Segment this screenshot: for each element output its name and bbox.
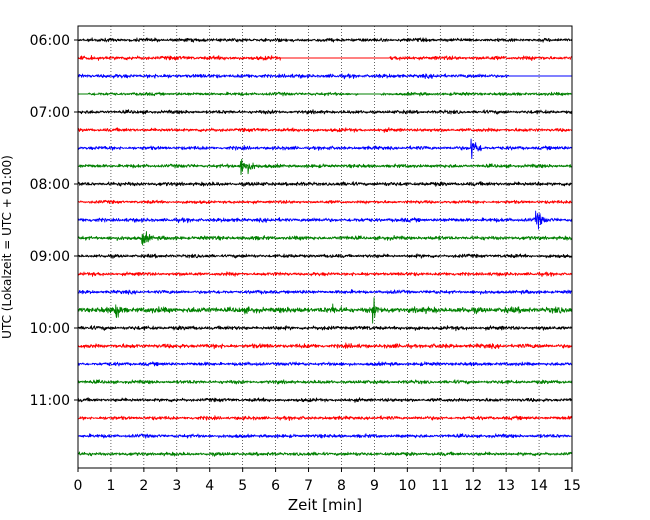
x-tick-label-9: 9 [370, 478, 379, 494]
trace-10:30 [77, 361, 573, 367]
trace-06:45 [77, 91, 573, 97]
x-tick-label-4: 4 [205, 478, 214, 494]
y-axis-label: UTC (Lokalzeit = UTC + 01:00) [0, 155, 14, 339]
x-tick-label-3: 3 [172, 478, 181, 494]
trace-09:00 [77, 253, 573, 259]
trace-06:15 [77, 55, 573, 62]
x-tick-label-15: 15 [563, 478, 581, 494]
trace-07:15 [77, 127, 573, 133]
x-tick-label-10: 10 [398, 478, 416, 494]
trace-07:30 [77, 138, 573, 160]
trace-06:00 [77, 37, 573, 43]
x-axis-label: Zeit [min] [288, 496, 362, 514]
x-tick-label-5: 5 [238, 478, 247, 494]
x-tick-label-1: 1 [106, 478, 115, 494]
trace-11:30 [77, 433, 573, 439]
x-tick-label-13: 13 [497, 478, 515, 494]
x-tick-label-0: 0 [74, 478, 83, 494]
trace-11:45 [77, 451, 573, 457]
x-tick-label-7: 7 [304, 478, 313, 494]
y-tick-label-10:00: 10:00 [30, 321, 70, 337]
trace-06:30 [77, 73, 573, 80]
x-tick-label-11: 11 [431, 478, 449, 494]
plot-area [78, 26, 572, 468]
trace-10:15 [77, 342, 573, 350]
trace-09:30 [77, 289, 573, 295]
x-tick-label-14: 14 [530, 478, 548, 494]
trace-10:00 [77, 325, 573, 332]
trace-09:15 [77, 271, 573, 277]
plot-frame [77, 25, 573, 469]
y-axis: 06:00 07:00 08:00 09:00 10:00 11:00 [30, 33, 78, 409]
trace-07:00 [77, 109, 573, 115]
trace-08:30 [77, 210, 573, 230]
y-tick-label-09:00: 09:00 [30, 249, 70, 265]
y-tick-label-11:00: 11:00 [30, 393, 70, 409]
x-tick-label-12: 12 [464, 478, 482, 494]
trace-08:15 [77, 199, 573, 205]
y-tick-label-06:00: 06:00 [30, 33, 70, 49]
traces-group [77, 37, 573, 457]
x-tick-label-6: 6 [271, 478, 280, 494]
trace-10:45 [77, 379, 573, 385]
trace-11:00 [77, 397, 573, 403]
y-tick-label-07:00: 07:00 [30, 105, 70, 121]
x-tick-label-8: 8 [337, 478, 346, 494]
trace-08:45 [77, 231, 573, 246]
trace-09:45 [77, 297, 573, 324]
x-axis: 0 1 2 3 4 5 6 7 8 9 10 11 12 13 14 15 [74, 468, 581, 494]
x-tick-label-2: 2 [139, 478, 148, 494]
trace-08:00 [77, 181, 573, 187]
y-tick-label-08:00: 08:00 [30, 177, 70, 193]
trace-07:45 [77, 158, 573, 176]
trace-11:15 [77, 415, 573, 421]
